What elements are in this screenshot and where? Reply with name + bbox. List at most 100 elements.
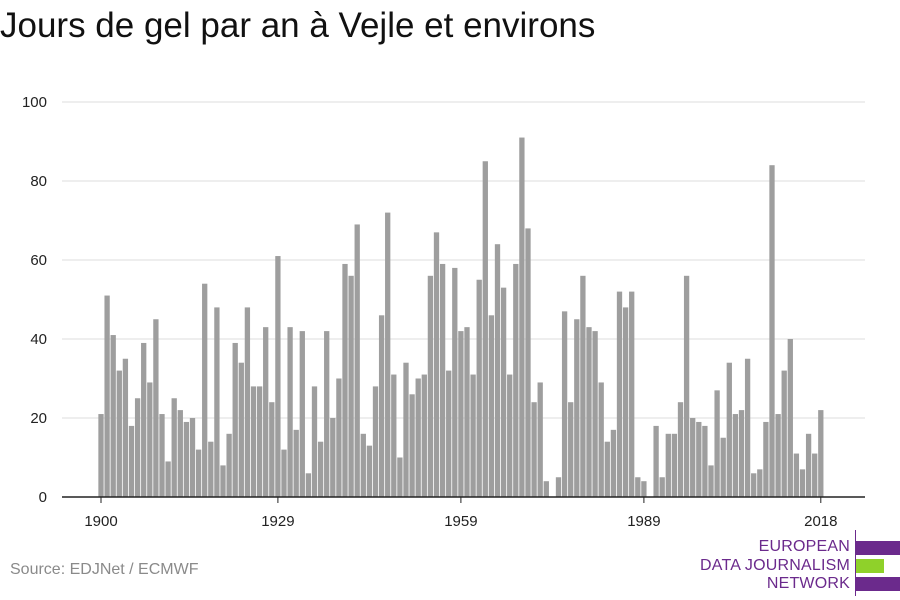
bar-1983 xyxy=(604,441,610,497)
bar-1903 xyxy=(116,370,122,497)
bar-1971 xyxy=(531,402,537,497)
bar-1989 xyxy=(641,481,647,497)
bar-1999 xyxy=(702,425,708,497)
bars xyxy=(98,137,824,498)
bar-1953 xyxy=(421,374,427,497)
bar-1948 xyxy=(391,374,397,497)
bar-1957 xyxy=(446,370,452,497)
y-tick-label: 60 xyxy=(30,252,47,269)
bar-1981 xyxy=(592,331,598,497)
bar-2004 xyxy=(732,414,739,497)
bar-2013 xyxy=(787,339,793,497)
bar-1908 xyxy=(147,382,153,497)
bar-2003 xyxy=(726,362,732,497)
bar-1955 xyxy=(433,232,440,497)
bar-1988 xyxy=(635,477,641,497)
bar-1952 xyxy=(415,378,421,497)
bar-1968 xyxy=(513,263,519,497)
axes: 0 20 40 60 80 100 1900 1929 1959 1989 2018 xyxy=(22,94,865,530)
bar-1939 xyxy=(336,378,342,497)
bar-2018 xyxy=(818,410,824,497)
logo-bar-purple-top xyxy=(856,541,900,555)
chart-title: Jours de gel par an à Vejle et environs xyxy=(0,6,596,45)
bar-1933 xyxy=(299,331,305,497)
bar-1950 xyxy=(403,362,409,497)
bar-1941 xyxy=(348,275,354,497)
bar-1906 xyxy=(134,398,141,497)
bar-1911 xyxy=(165,461,171,497)
bar-1931 xyxy=(287,327,293,497)
bar-1917 xyxy=(202,283,208,497)
bar-1901 xyxy=(104,295,110,497)
bar-1992 xyxy=(659,477,665,497)
bar-1928 xyxy=(269,402,275,497)
bar-1960 xyxy=(464,327,470,497)
source-note: Source: EDJNet / ECMWF xyxy=(10,561,199,578)
x-tick-label: 1959 xyxy=(444,513,477,530)
bar-2005 xyxy=(738,410,745,497)
bar-1916 xyxy=(195,449,202,497)
bar-1914 xyxy=(183,421,190,497)
bar-1985 xyxy=(616,291,623,497)
edjnet-logo: EUROPEAN DATA JOURNALISM NETWORK xyxy=(700,530,900,596)
y-tick-label: 0 xyxy=(39,489,47,506)
bar-1978 xyxy=(574,319,580,497)
bar-1979 xyxy=(580,275,586,497)
bar-2002 xyxy=(720,437,726,497)
bar-1963 xyxy=(482,161,488,497)
bar-2015 xyxy=(799,469,806,497)
bar-1975 xyxy=(555,477,562,497)
bar-1937 xyxy=(324,331,330,497)
bar-1907 xyxy=(141,342,147,497)
bar-2011 xyxy=(775,414,781,497)
bar-1995 xyxy=(677,402,684,497)
y-tick-label: 80 xyxy=(30,173,47,190)
bar-1962 xyxy=(476,279,482,497)
bar-1936 xyxy=(317,441,324,497)
bar-1996 xyxy=(683,275,690,497)
bar-1938 xyxy=(330,418,336,497)
y-tick-label: 20 xyxy=(30,410,47,427)
bar-1944 xyxy=(366,445,373,497)
bar-1905 xyxy=(128,425,135,497)
bar-1980 xyxy=(586,327,592,497)
bar-1934 xyxy=(305,473,312,497)
bar-1930 xyxy=(281,449,287,497)
bar-1993 xyxy=(665,433,671,497)
bar-2016 xyxy=(805,433,812,497)
bar-1943 xyxy=(360,433,366,497)
bar-1913 xyxy=(177,410,183,497)
y-tick-label: 40 xyxy=(30,331,47,348)
bar-2000 xyxy=(708,465,714,497)
x-tick-label: 1989 xyxy=(627,513,660,530)
bar-1945 xyxy=(372,386,379,497)
logo-text-data-journalism: DATA JOURNALISM xyxy=(700,557,850,574)
logo-bar-purple-bottom xyxy=(856,577,900,591)
bar-1920 xyxy=(220,465,226,497)
bar-1998 xyxy=(696,421,702,497)
bar-1949 xyxy=(397,457,403,497)
bar-1954 xyxy=(427,275,434,497)
bar-1961 xyxy=(470,374,476,497)
bar-1965 xyxy=(494,244,501,497)
bar-1986 xyxy=(622,307,629,497)
bar-1991 xyxy=(653,425,659,497)
bar-2017 xyxy=(812,453,818,497)
bar-1902 xyxy=(110,335,116,497)
bar-1942 xyxy=(354,224,360,497)
bar-1924 xyxy=(244,307,251,497)
bar-1904 xyxy=(122,358,129,497)
bar-1926 xyxy=(256,386,263,497)
x-tick-label: 2018 xyxy=(804,513,837,530)
bar-2008 xyxy=(757,469,763,497)
bar-1915 xyxy=(189,418,196,497)
bar-1910 xyxy=(159,414,165,497)
bar-1956 xyxy=(439,263,446,497)
bar-1984 xyxy=(610,429,617,497)
bar-1932 xyxy=(293,429,299,497)
bar-1923 xyxy=(238,362,244,497)
bar-1982 xyxy=(598,382,604,497)
bar-1997 xyxy=(690,418,696,497)
bar-2012 xyxy=(781,370,787,497)
